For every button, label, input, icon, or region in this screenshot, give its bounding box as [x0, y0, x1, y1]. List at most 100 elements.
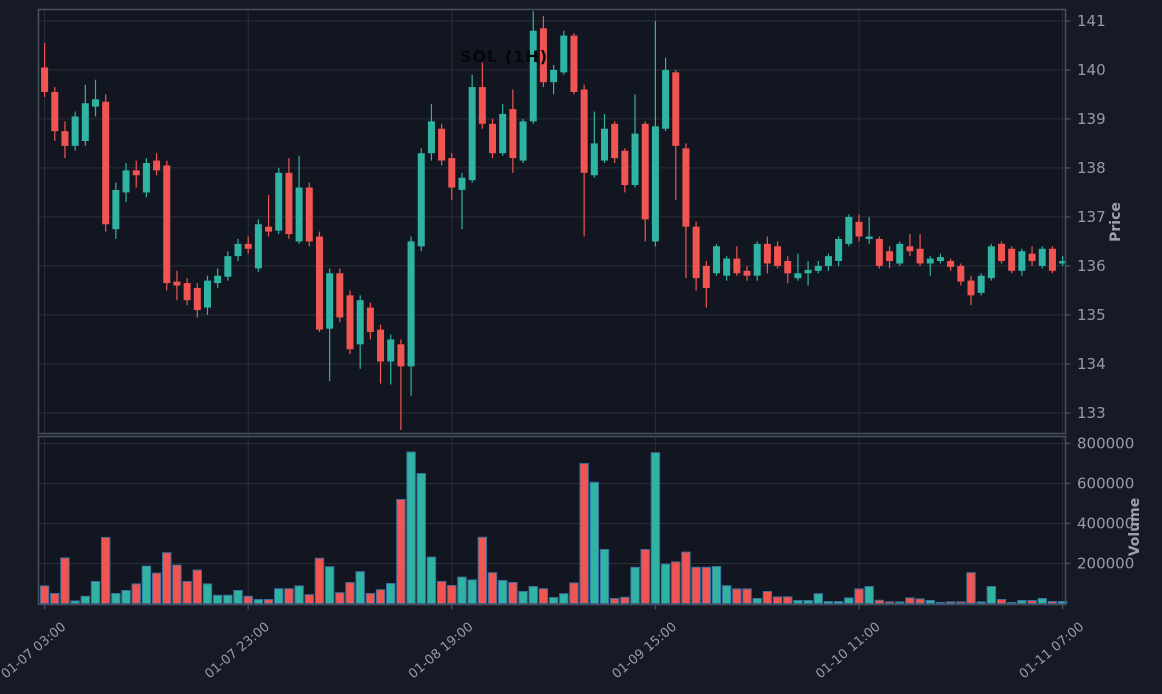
volume-bar: [172, 564, 182, 604]
candle-body: [81, 103, 89, 141]
time-tick-label: 01-10 11:00: [813, 620, 883, 683]
volume-bar: [447, 585, 457, 604]
volume-bar: [294, 585, 304, 605]
candle-body: [295, 187, 303, 242]
volume-bar: [538, 588, 549, 605]
volume-bar: [39, 585, 50, 605]
volume-bar: [579, 463, 589, 604]
volume-bar: [284, 588, 294, 605]
candle-body: [1008, 248, 1016, 271]
volume-bar: [559, 593, 569, 605]
candle-body: [356, 300, 364, 345]
candle-body: [112, 189, 120, 230]
volume-bar: [925, 600, 935, 604]
candle-body: [631, 133, 639, 186]
volume-bar: [406, 451, 416, 604]
volume-bar: [844, 597, 854, 605]
price-tick-label: 135: [1077, 306, 1106, 324]
volume-bar: [609, 598, 620, 604]
volume-bar: [640, 549, 650, 604]
volume-bar: [721, 585, 732, 605]
volume-bar: [243, 595, 253, 604]
volume-bar: [528, 586, 538, 604]
volume-bar: [355, 571, 365, 605]
volume-bar: [966, 572, 976, 605]
volume-tick-label: 200000: [1077, 555, 1134, 573]
candle-body: [203, 280, 211, 308]
candle-body: [254, 224, 262, 269]
volume-bar: [701, 566, 711, 604]
candle-body: [122, 170, 130, 193]
volume-bar: [691, 566, 701, 604]
price-tick-label: 136: [1077, 257, 1106, 275]
candle-body: [987, 246, 995, 279]
price-tick-label: 139: [1077, 110, 1106, 128]
candle-body: [662, 69, 670, 129]
volume-bar: [986, 586, 997, 604]
candle-body: [417, 153, 425, 247]
candle-body: [886, 251, 894, 262]
candle-body: [936, 257, 944, 262]
candle-body: [519, 121, 527, 161]
volume-bar: [365, 593, 376, 604]
candle-body: [835, 238, 843, 262]
volume-bar: [762, 591, 773, 604]
volume-bar: [681, 551, 691, 604]
candle-body: [234, 243, 242, 257]
volume-bar: [477, 536, 488, 604]
volume-bar: [956, 601, 966, 605]
candle-body: [142, 163, 150, 193]
volume-bar: [314, 557, 325, 604]
candle-body: [92, 99, 99, 107]
volume-bar: [864, 586, 874, 604]
price-axis-title: Price: [1108, 202, 1124, 242]
volume-bar: [548, 597, 559, 604]
candle-body: [845, 216, 853, 244]
volume-bar: [498, 580, 508, 604]
candle-body: [753, 243, 761, 276]
candle-body: [733, 258, 741, 274]
volume-bar: [599, 549, 610, 604]
volume-bars: [39, 451, 1068, 605]
volume-bar: [660, 563, 671, 604]
volume-bar: [141, 565, 152, 604]
volume-bar: [508, 582, 518, 604]
volume-bar: [895, 601, 905, 605]
candle-body: [784, 261, 792, 274]
volume-bar: [151, 572, 162, 604]
axis-ticks: [43, 20, 1071, 610]
candle-body: [366, 307, 374, 333]
candle-body: [743, 270, 751, 276]
candle-body: [692, 226, 700, 279]
candle-body: [132, 170, 140, 176]
candle-body: [580, 89, 588, 173]
volume-bar: [263, 599, 274, 604]
volume-tick-label: 800000: [1077, 435, 1134, 453]
volume-bar: [70, 600, 80, 605]
candle-body: [163, 165, 171, 284]
candle-body: [814, 265, 822, 271]
candle-body: [478, 87, 486, 124]
candle-body: [611, 123, 619, 159]
candle-body: [499, 114, 507, 154]
candle-body: [601, 128, 608, 161]
candle-body: [244, 243, 252, 249]
volume-bar: [131, 583, 141, 605]
price-tick-label: 141: [1077, 12, 1106, 30]
volume-bar: [915, 598, 925, 605]
candle-body: [947, 261, 955, 267]
candle-body: [315, 236, 323, 330]
time-tick-label: 01-07 23:00: [202, 620, 272, 683]
volume-bar: [1027, 600, 1037, 604]
volume-bar: [772, 596, 783, 605]
candle-body: [438, 128, 446, 161]
candle-body: [509, 109, 517, 159]
time-tick-label: 01-09 15:00: [610, 620, 680, 683]
candle-body: [448, 158, 456, 188]
candle-body: [855, 221, 863, 237]
candle-body: [336, 273, 344, 318]
candle-body: [214, 275, 222, 284]
time-tick-label: 01-08 19:00: [406, 620, 476, 683]
candle-body: [906, 246, 914, 252]
volume-bar: [1007, 602, 1017, 604]
